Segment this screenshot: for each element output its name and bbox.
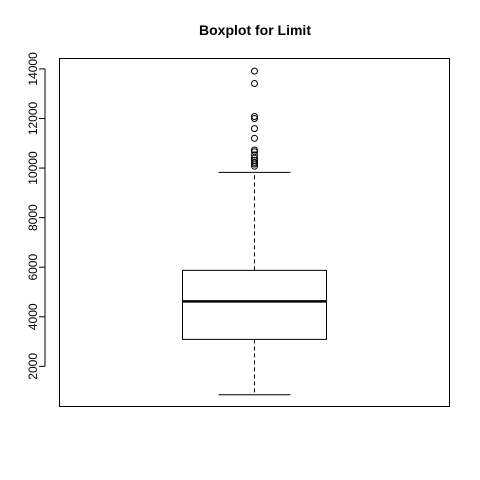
outlier-point <box>251 114 258 122</box>
outlier-point <box>251 158 258 166</box>
y-tick-label: 2000 <box>26 353 40 380</box>
y-tick-label: 6000 <box>26 254 40 281</box>
y-axis: 2000 4000 6000 8000 10000 12000 14000 <box>26 52 46 380</box>
y-tick-label: 8000 <box>26 204 40 231</box>
outlier-point <box>251 67 258 75</box>
outlier-group <box>251 67 258 170</box>
iqr-box <box>182 269 327 340</box>
y-tick-label: 4000 <box>26 303 40 330</box>
y-tick-label: 14000 <box>26 52 40 86</box>
outlier-point <box>251 156 258 164</box>
outlier-point <box>251 146 258 154</box>
chart-title: Boxplot for Limit <box>199 22 311 38</box>
y-tick-label: 12000 <box>26 101 40 135</box>
box-group <box>182 171 327 396</box>
outlier-point <box>251 151 258 159</box>
outlier-point <box>251 125 258 133</box>
y-tick-label: 10000 <box>26 151 40 185</box>
plot-frame <box>59 58 450 407</box>
outlier-point <box>251 134 258 142</box>
outlier-point <box>251 113 258 121</box>
outlier-point <box>251 80 258 88</box>
